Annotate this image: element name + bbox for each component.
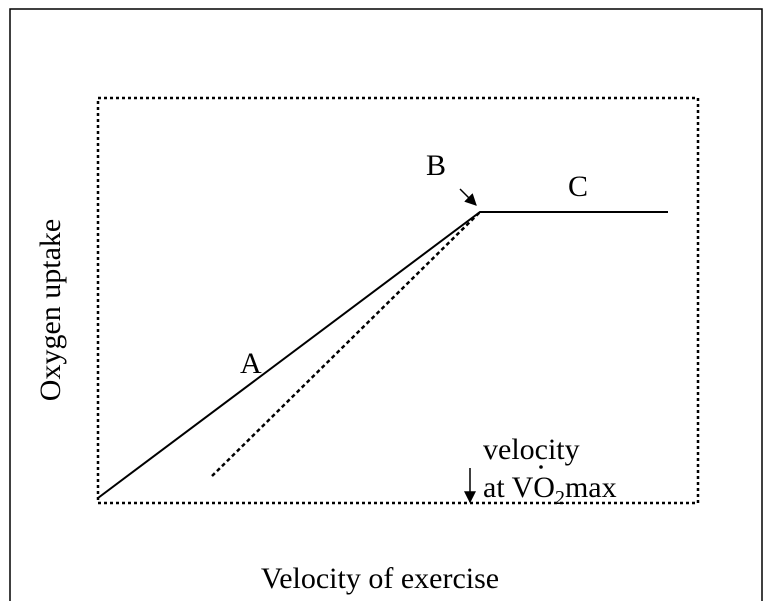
annotation-mid: O	[533, 471, 555, 504]
annotation-prefix: at V	[483, 471, 534, 504]
annotation-suffix: max	[565, 471, 617, 504]
dashed-line	[211, 211, 481, 477]
annotation-line1: velocity	[483, 433, 580, 466]
label-b: B	[426, 149, 446, 182]
outer-frame	[9, 8, 763, 601]
x-axis-label: Velocity of exercise	[261, 562, 499, 595]
y-axis-label: Oxygen uptake	[34, 219, 67, 401]
label-a: A	[240, 347, 262, 380]
label-c: C	[568, 170, 588, 203]
annotation-line2: at VO2max	[483, 471, 617, 509]
annotation-sub: 2	[555, 487, 565, 509]
plot-frame	[96, 96, 700, 505]
uptake-curve	[97, 211, 668, 499]
dot-accent	[539, 465, 543, 469]
b-arrow	[459, 188, 477, 206]
